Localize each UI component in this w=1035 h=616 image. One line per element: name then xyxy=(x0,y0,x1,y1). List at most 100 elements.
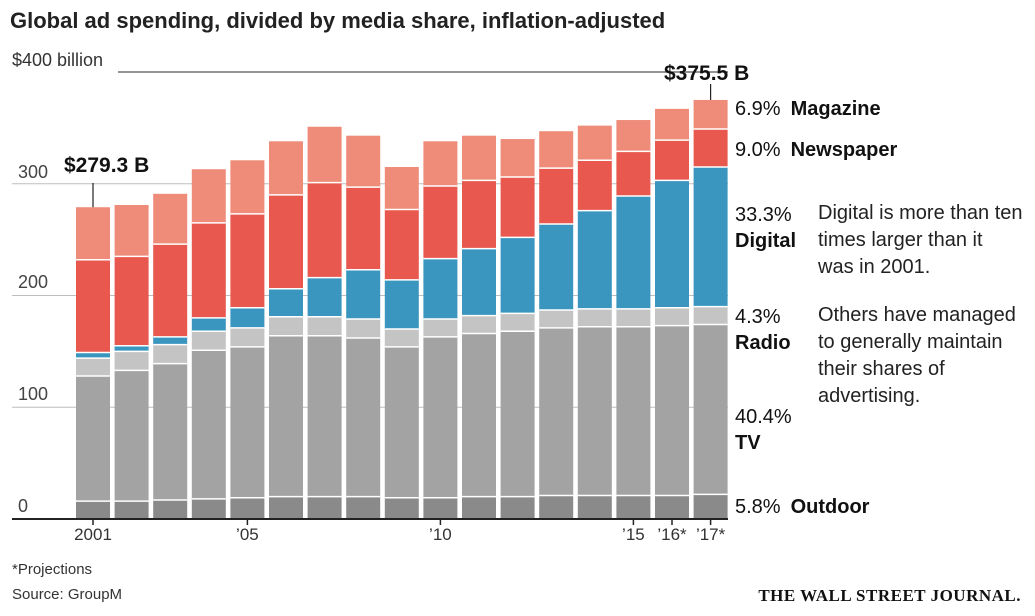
bar-segment-radio xyxy=(191,331,226,351)
bar-segment-digital xyxy=(423,258,458,319)
bar-segment-radio xyxy=(114,351,149,371)
x-tick-label: ’05 xyxy=(236,525,259,544)
x-tick-label: 2001 xyxy=(74,525,112,544)
bar-segment-digital xyxy=(269,288,303,317)
bar-segment-digital xyxy=(153,336,188,345)
legend-pct: 4.3% xyxy=(735,306,781,328)
bar-segment-newspaper xyxy=(655,140,689,181)
annotation-others: Others have managed to generally maintai… xyxy=(818,304,1016,407)
bar-segment-tv xyxy=(539,327,574,496)
source-note: Source: GroupM xyxy=(12,586,123,603)
bar-segment-outdoor xyxy=(307,496,342,519)
legend-pct: 33.3% xyxy=(735,204,792,226)
bar-segment-magazine xyxy=(307,126,342,183)
footnote-projections: *Projections xyxy=(12,561,93,578)
bar-segment-tv xyxy=(462,333,496,497)
bar-segment-magazine xyxy=(191,169,226,223)
bar-segment-digital xyxy=(500,237,535,314)
bar-segment-radio xyxy=(655,307,689,326)
bar-segment-newspaper xyxy=(269,194,303,289)
bar-segment-radio xyxy=(577,308,612,327)
bar-segment-magazine xyxy=(153,193,188,245)
bar-segment-outdoor xyxy=(693,494,728,519)
bar-segment-radio xyxy=(76,358,110,376)
y-tick-label: 0 xyxy=(18,496,29,516)
bar-segment-outdoor xyxy=(269,496,303,519)
publisher-logo: THE WALL STREET JOURNAL. xyxy=(758,586,1021,605)
bar-segment-digital xyxy=(616,196,651,309)
bar-segment-newspaper xyxy=(616,151,651,197)
bar-segment-tv xyxy=(693,324,728,495)
y-tick-label: 100 xyxy=(18,384,49,404)
bar-segment-newspaper xyxy=(346,187,381,270)
bar-segment-magazine xyxy=(500,139,535,178)
bar-segment-radio xyxy=(500,313,535,332)
legend-name: Outdoor xyxy=(790,496,870,518)
bar-segment-radio xyxy=(462,315,496,334)
legend-name: Newspaper xyxy=(790,139,898,161)
legend-pct: 9.0% xyxy=(735,139,781,161)
bar-segment-magazine xyxy=(655,108,689,141)
x-tick-label: ’10 xyxy=(429,525,452,544)
bar-segment-outdoor xyxy=(76,501,110,519)
legend-name: Digital xyxy=(735,230,797,252)
bar-segment-newspaper xyxy=(153,244,188,337)
bar-segment-outdoor xyxy=(655,495,689,519)
legend-tv: 40.4% TV xyxy=(735,404,792,456)
bar-segment-newspaper xyxy=(114,256,149,346)
bar-segment-newspaper xyxy=(384,209,419,280)
bar-segment-magazine xyxy=(693,99,728,129)
bar-segment-newspaper xyxy=(230,213,265,308)
bar-segment-digital xyxy=(346,269,381,319)
bar-segment-tv xyxy=(500,331,535,497)
bar-segment-radio xyxy=(230,327,265,347)
bar-segment-radio xyxy=(307,316,342,336)
bar-segment-newspaper xyxy=(307,182,342,278)
bar-segment-radio xyxy=(269,316,303,336)
bar-segment-tv xyxy=(269,335,303,497)
legend-name: Radio xyxy=(735,332,791,354)
bar-segment-magazine xyxy=(346,135,381,188)
bar-segment-tv xyxy=(423,336,458,498)
bar-segment-outdoor xyxy=(500,496,535,519)
bar-segment-tv xyxy=(114,370,149,502)
x-tick-label: ’15 xyxy=(622,525,645,544)
bar-segment-newspaper xyxy=(693,128,728,167)
bar-segment-digital xyxy=(76,352,110,359)
bar-segment-magazine xyxy=(76,207,110,260)
bar-segment-magazine xyxy=(384,166,419,210)
bar-segment-outdoor xyxy=(346,496,381,519)
callout-2017-total: $375.5 B xyxy=(664,62,750,85)
callout-2001-total: $279.3 B xyxy=(64,154,150,177)
bar-segment-outdoor xyxy=(114,501,149,519)
bar-segment-tv xyxy=(230,346,265,498)
legend-outdoor: 5.8% Outdoor xyxy=(735,494,869,520)
chart-title: Global ad spending, divided by media sha… xyxy=(10,8,666,33)
bar-segment-radio xyxy=(539,310,574,328)
bar-segment-tv xyxy=(655,325,689,496)
legend-pct: 5.8% xyxy=(735,496,781,518)
bar-segment-magazine xyxy=(269,141,303,195)
bar-segment-outdoor xyxy=(153,500,188,519)
bar-segment-radio xyxy=(616,308,651,327)
bar-segment-radio xyxy=(384,329,419,347)
bar-segment-tv xyxy=(616,326,651,496)
x-tick-label: ’16* xyxy=(657,525,687,544)
bar-segment-outdoor xyxy=(539,495,574,519)
bar-segment-newspaper xyxy=(500,177,535,238)
bar-segment-outdoor xyxy=(616,495,651,519)
bar-segment-newspaper xyxy=(462,180,496,249)
bar-segment-digital xyxy=(539,223,574,311)
bar-segment-digital xyxy=(577,210,612,309)
bar-segment-magazine xyxy=(616,120,651,152)
bar-segment-outdoor xyxy=(191,498,226,519)
legend-magazine: 6.9% Magazine xyxy=(735,96,881,122)
bar-segment-digital xyxy=(384,279,419,330)
bar-segment-newspaper xyxy=(191,222,226,318)
bar-segment-magazine xyxy=(539,131,574,169)
bar-segment-magazine xyxy=(462,135,496,181)
legend-name: Magazine xyxy=(790,98,881,120)
bar-segment-tv xyxy=(307,335,342,497)
y-tick-label: 200 xyxy=(18,272,49,292)
